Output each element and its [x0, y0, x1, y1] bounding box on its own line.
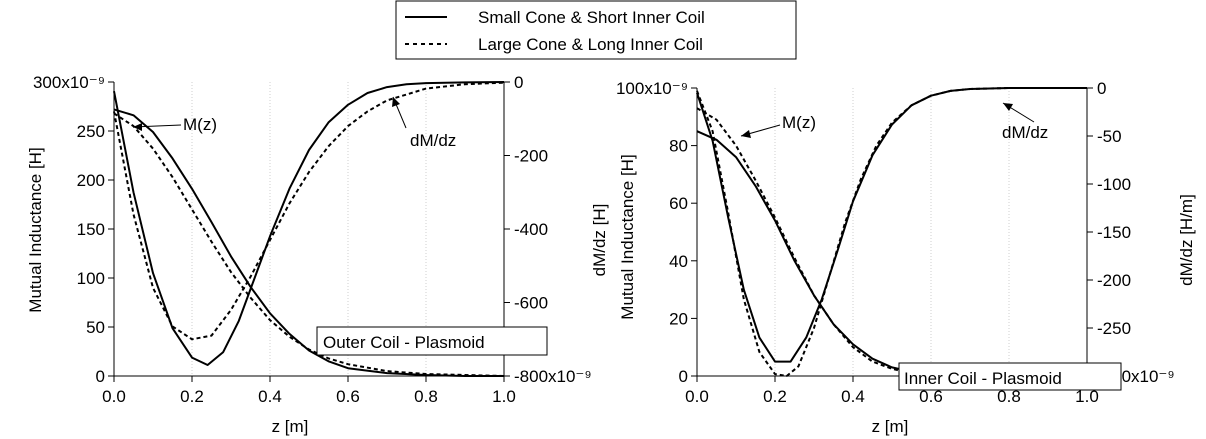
y2-axis-label: dM/dz [H] [590, 204, 609, 277]
dmdz-solid-series-line [696, 87, 1087, 363]
annotation-dmdz-arrowhead [1003, 103, 1013, 111]
y-axis-label: Mutual Inductance [H] [618, 154, 637, 319]
x-tick-label: 0.2 [763, 387, 787, 406]
annotation-dmdz-arrowhead [392, 97, 400, 107]
y-tick-label: 100x10⁻⁹ [616, 79, 688, 98]
y-tick-label: 250 [77, 122, 105, 141]
y2-tick-label: 0 [514, 73, 523, 92]
chart-box-label: Outer Coil - Plasmoid [323, 333, 485, 352]
x-tick-label: 0.0 [102, 387, 126, 406]
annotation-mz-arrowhead [133, 123, 142, 131]
legend-box [395, 0, 797, 60]
y2-tick-label: -100 [1097, 175, 1131, 194]
ticks: 0.0 0.2 0.4 0.6 0.8 1.0 0 50 100 150 200 250 300x10⁻… [33, 73, 592, 406]
y2-tick-label: -400 [514, 220, 548, 239]
x-tick-label: 0.6 [336, 387, 360, 406]
annotation-dmdz: dM/dz [410, 131, 456, 150]
y-axis-label: Mutual Inductance [H] [26, 147, 45, 312]
annotation-dmdz: dM/dz [1002, 123, 1048, 142]
y2-tick-label: -600 [514, 294, 548, 313]
x-tick-label: 0.6 [919, 387, 943, 406]
y-tick-label: 50 [86, 318, 105, 337]
chart-box-label-frame [898, 362, 1122, 391]
x-tick-label: 0.4 [841, 387, 865, 406]
grid-lines [774, 88, 1010, 376]
y-tick-label: 60 [669, 194, 688, 213]
y2-tick-label: -50 [1097, 127, 1122, 146]
x-axis-label: z [m] [272, 417, 309, 436]
outer-coil-chart: 0.0 0.2 0.4 0.6 0.8 1.0 0 50 100 150 200 250 300x10⁻… [26, 73, 609, 436]
y-tick-label: 200 [77, 171, 105, 190]
annotation-mz: M(z) [183, 115, 217, 134]
mz-dashed-series-line [113, 112, 505, 377]
chart-box-label-frame [316, 326, 548, 356]
x-tick-label: 0.4 [258, 387, 282, 406]
mz-solid-series-line [113, 108, 504, 377]
y2-tick-label: -150 [1097, 223, 1131, 242]
y-tick-label: 150 [77, 220, 105, 239]
x-axis-label: z [m] [872, 417, 909, 436]
x-tick-label: 0.2 [180, 387, 204, 406]
x-tick-label: 1.0 [492, 387, 516, 406]
y-tick-label: 80 [669, 137, 688, 156]
grid-lines [191, 82, 427, 376]
y2-tick-label: -200 [514, 147, 548, 166]
series-group [113, 81, 505, 377]
x-tick-label: 0.8 [997, 387, 1021, 406]
y-tick-label: 40 [669, 252, 688, 271]
x-tick-label: 0.0 [685, 387, 709, 406]
ticks: 0.0 0.2 0.4 0.6 0.8 1.0 0 20 40 60 80 100x10⁻⁹ 0 -50 -… [616, 79, 1175, 406]
inner-coil-chart: 0.0 0.2 0.4 0.6 0.8 1.0 0 20 40 60 80 100x10⁻⁹ 0 -50 -… [616, 79, 1196, 436]
dmdz-solid-series-line [113, 81, 505, 366]
chart-box-label: Inner Coil - Plasmoid [904, 369, 1062, 388]
y-tick-label: 20 [669, 309, 688, 328]
legend-label-solid: Small Cone & Short Inner Coil [478, 8, 705, 27]
y2-tick-label: 0 [1097, 79, 1106, 98]
y-tick-label: 300x10⁻⁹ [33, 73, 105, 92]
y2-axis-label: dM/dz [H/m] [1177, 194, 1196, 286]
y-tick-label: 100 [77, 269, 105, 288]
annotation-mz-arrowhead [741, 130, 751, 138]
x-tick-label: 0.8 [414, 387, 438, 406]
legend: Small Cone & Short Inner Coil Large Cone… [395, 0, 797, 60]
legend-label-dashed: Large Cone & Long Inner Coil [478, 35, 703, 54]
dmdz-dashed-series-line [113, 81, 505, 341]
annotation-mz: M(z) [782, 113, 816, 132]
y2-tick-label: -200 [1097, 271, 1131, 290]
y2-tick-label: -250 [1097, 319, 1131, 338]
y-tick-label: 0 [96, 367, 105, 386]
y2-tick-label: -800x10⁻⁹ [514, 367, 592, 386]
y-tick-label: 0 [679, 367, 688, 386]
x-tick-label: 1.0 [1075, 387, 1099, 406]
